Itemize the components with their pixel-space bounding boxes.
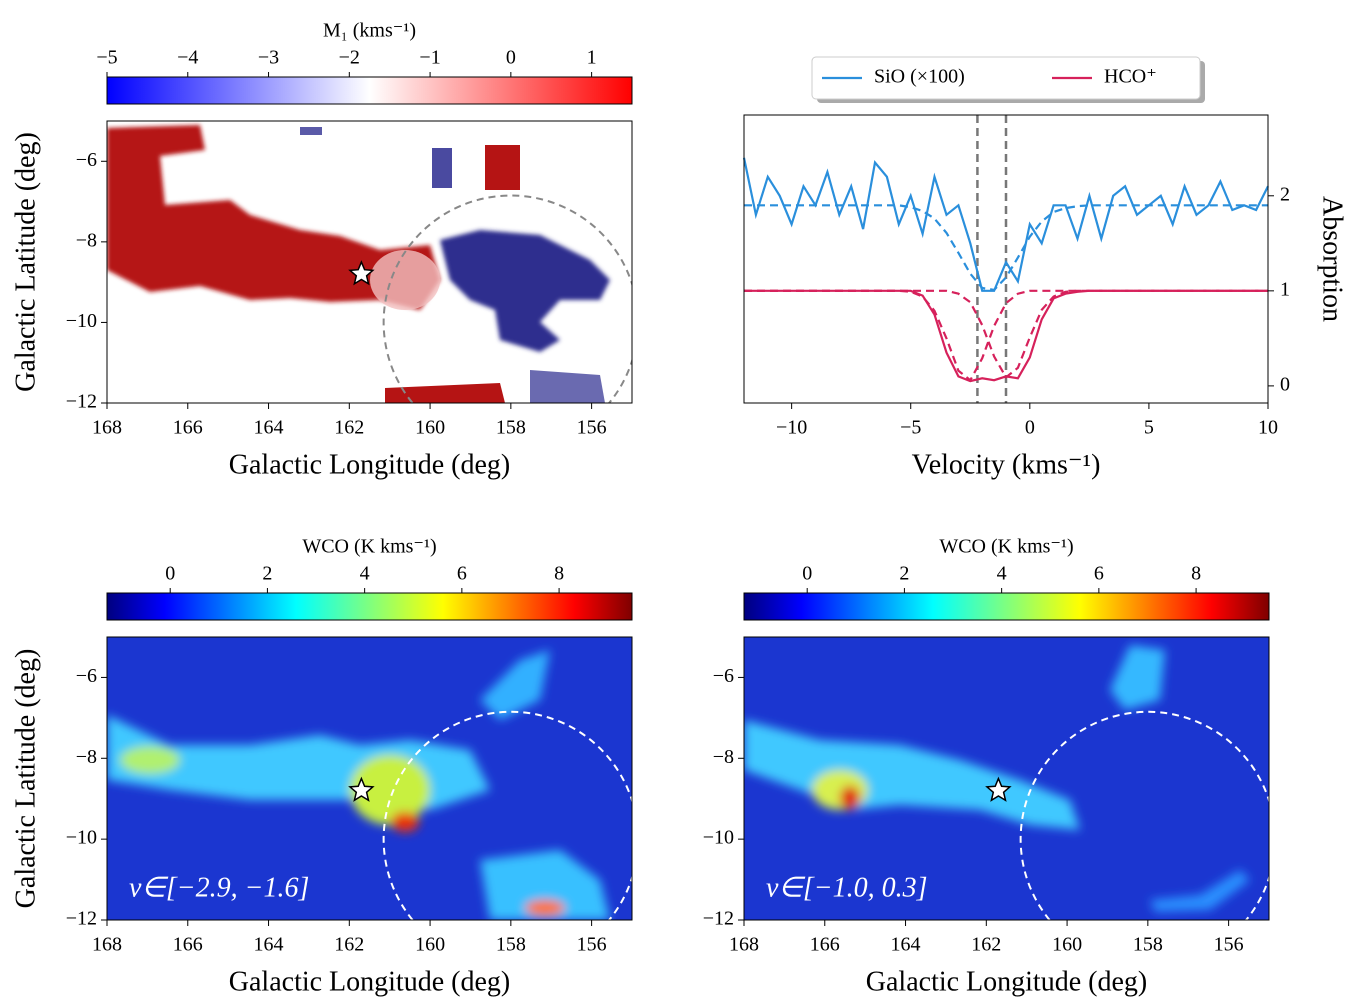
- plot-frame: [106, 120, 633, 404]
- x-tick-label: 156: [577, 934, 607, 956]
- x-tick-label: 166: [173, 934, 203, 956]
- x-axis-label: Velocity (kms⁻¹): [912, 449, 1101, 480]
- colorbar-tick-label: 0: [506, 47, 516, 69]
- x-tick-label: 160: [415, 934, 445, 956]
- colorbar-tick-label: 8: [1191, 563, 1201, 585]
- x-tick-label: 0: [1025, 417, 1035, 439]
- legend-label: HCO⁺: [1104, 66, 1157, 88]
- legend: [811, 56, 1205, 103]
- y-axis-label: Galactic Latitude (deg): [10, 649, 41, 909]
- plot-frame: [743, 636, 1270, 921]
- map-image: [107, 125, 610, 403]
- x-tick-label: 168: [729, 934, 759, 956]
- colorbar-label: WCO (K kms⁻¹): [939, 536, 1073, 558]
- colorbar-tick-label: 6: [457, 563, 467, 585]
- x-tick-label: 162: [334, 934, 364, 956]
- x-tick-label: 10: [1258, 417, 1278, 439]
- x-tick-label: 5: [1144, 417, 1154, 439]
- y-axis-label: Galactic Latitude (deg): [10, 132, 41, 392]
- x-tick-label: 158: [496, 934, 526, 956]
- y-tick-label: −12: [66, 391, 97, 413]
- y-tick-label: −10: [66, 310, 97, 332]
- x-axis-label: Galactic Longitude (deg): [866, 966, 1147, 997]
- y-tick-label: −10: [66, 827, 97, 849]
- x-axis-label: Galactic Longitude (deg): [229, 449, 510, 480]
- colorbar-tick-label: 4: [360, 563, 370, 585]
- y-tick-label: −8: [713, 746, 734, 768]
- x-tick-label: −10: [776, 417, 807, 439]
- x-tick-label: 158: [1133, 934, 1163, 956]
- region-circle: [382, 710, 632, 920]
- map-image: [107, 637, 632, 920]
- fit-line: [744, 289, 1268, 379]
- x-tick-label: 156: [1214, 934, 1244, 956]
- x-tick-label: 162: [334, 417, 364, 439]
- colorbar: [106, 76, 633, 105]
- star-marker: [348, 260, 375, 286]
- x-tick-label: −5: [900, 417, 921, 439]
- x-tick-label: 160: [415, 417, 445, 439]
- star-marker: [985, 776, 1012, 802]
- y-tick-label: −12: [66, 908, 97, 930]
- x-tick-label: 162: [971, 934, 1001, 956]
- map-image: [744, 637, 1269, 920]
- colorbar-tick-label: 2: [262, 563, 272, 585]
- y-tick-label: −12: [703, 908, 734, 930]
- x-tick-label: 166: [810, 934, 840, 956]
- y-tick-label: 2: [1280, 183, 1290, 205]
- x-tick-label: 156: [577, 417, 607, 439]
- x-tick-label: 168: [92, 417, 122, 439]
- y-tick-label: −6: [76, 665, 97, 687]
- x-tick-label: 166: [173, 417, 203, 439]
- colorbar-tick-label: 0: [802, 563, 812, 585]
- colorbar-label: M₁ (kms⁻¹): [323, 20, 416, 42]
- colorbar-tick-label: −2: [339, 47, 360, 69]
- colorbar-tick-label: −3: [258, 47, 279, 69]
- legend-label: SiO (×100): [874, 66, 965, 88]
- data-line: [742, 157, 1269, 292]
- x-tick-label: 160: [1052, 934, 1082, 956]
- colorbar-tick-label: 0: [165, 563, 175, 585]
- y-tick-label: −8: [76, 229, 97, 251]
- y-tick-label: −6: [713, 665, 734, 687]
- y-tick-label: −6: [76, 149, 97, 171]
- plot-frame: [106, 636, 633, 921]
- colorbar: [743, 592, 1270, 621]
- x-tick-label: 164: [254, 934, 284, 956]
- colorbar-tick-label: 8: [554, 563, 564, 585]
- colorbar-tick-label: −5: [96, 47, 117, 69]
- colorbar-tick-label: 4: [997, 563, 1007, 585]
- colorbar-tick-label: 1: [587, 47, 597, 69]
- x-tick-label: 164: [891, 934, 921, 956]
- colorbar-label: WCO (K kms⁻¹): [302, 536, 436, 558]
- annotation: v∈[−1.0, 0.3]: [766, 872, 928, 903]
- colorbar-tick-label: −4: [177, 47, 198, 69]
- plot-frame: [743, 114, 1269, 404]
- region-circle: [1019, 710, 1269, 920]
- y-axis-label: Absorption: [1317, 196, 1348, 322]
- region-circle: [382, 194, 632, 403]
- y-tick-label: −10: [703, 827, 734, 849]
- y-tick-label: 1: [1280, 278, 1290, 300]
- y-tick-label: −8: [76, 746, 97, 768]
- annotation: v∈[−2.9, −1.6]: [129, 872, 309, 903]
- x-tick-label: 158: [496, 417, 526, 439]
- y-tick-label: 0: [1280, 373, 1290, 395]
- x-tick-label: 164: [254, 417, 284, 439]
- x-axis-label: Galactic Longitude (deg): [229, 966, 510, 997]
- colorbar-tick-label: −1: [419, 47, 440, 69]
- colorbar-tick-label: 6: [1094, 563, 1104, 585]
- colorbar: [106, 592, 633, 621]
- colorbar-tick-label: 2: [899, 563, 909, 585]
- star-marker: [348, 776, 375, 802]
- x-tick-label: 168: [92, 934, 122, 956]
